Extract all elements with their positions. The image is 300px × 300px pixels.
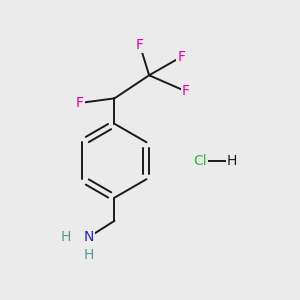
Text: N: N xyxy=(84,230,94,244)
Text: F: F xyxy=(182,84,190,98)
Text: F: F xyxy=(178,50,185,64)
Text: H: H xyxy=(61,230,71,244)
Text: H: H xyxy=(84,248,94,262)
Text: H: H xyxy=(227,154,238,168)
Text: Cl: Cl xyxy=(193,154,207,168)
Text: F: F xyxy=(136,38,144,52)
Text: F: F xyxy=(76,96,84,110)
